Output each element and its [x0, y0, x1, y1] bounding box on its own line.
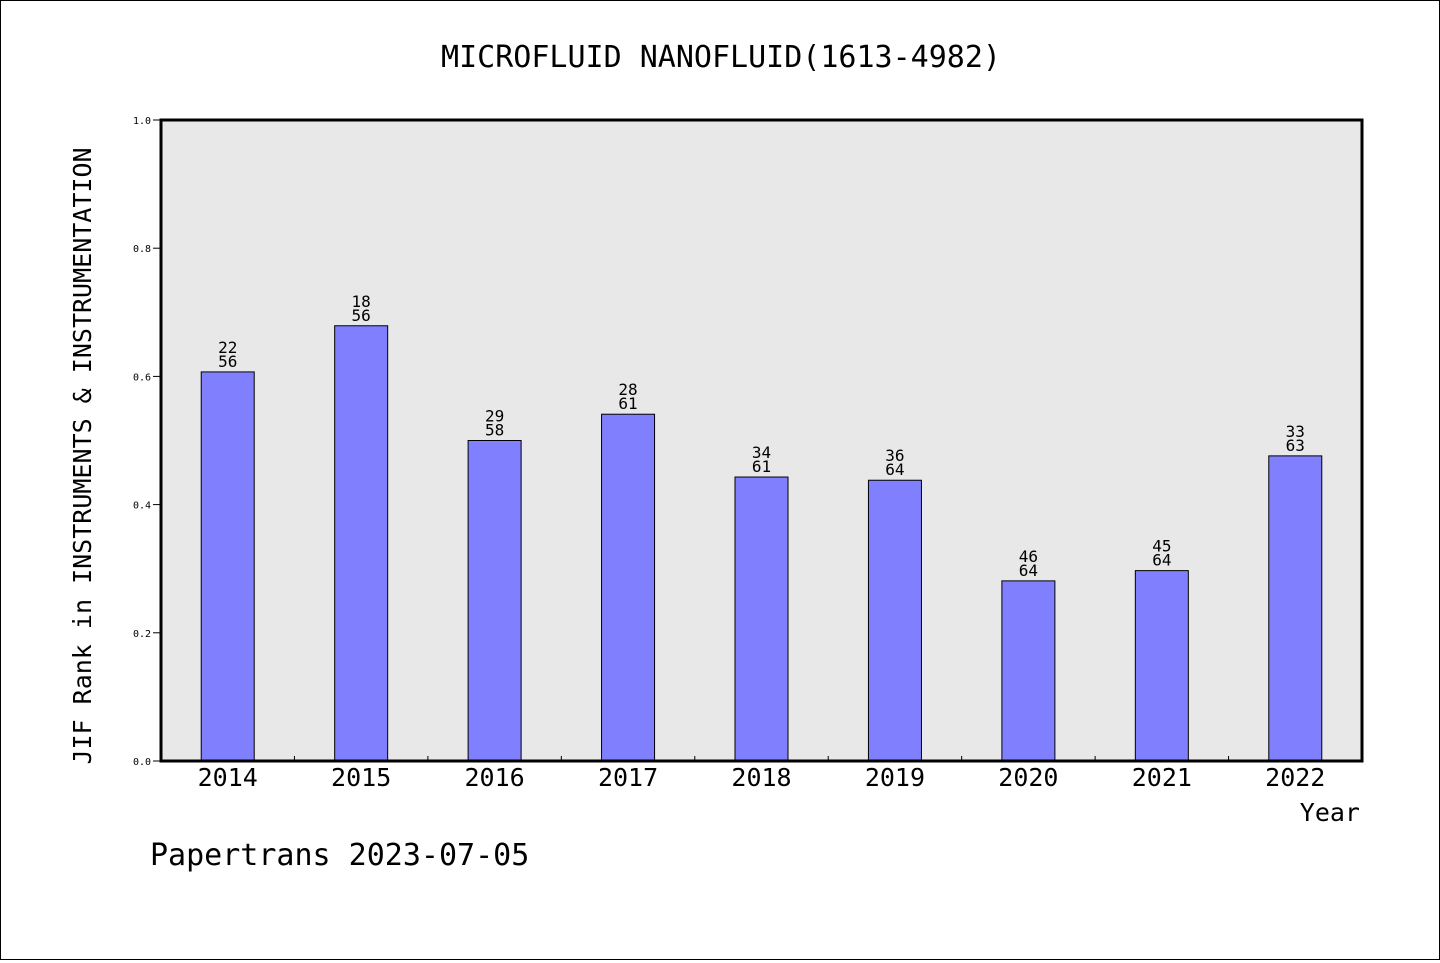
x-tick-label: 2015 — [331, 763, 391, 792]
x-tick-label: 2020 — [998, 763, 1058, 792]
x-tick-label: 2018 — [731, 763, 791, 792]
bar — [867, 479, 922, 762]
chart-title: MICROFLUID NANOFLUID(1613-4982) — [441, 40, 1001, 75]
x-tick-label: 2017 — [598, 763, 658, 792]
footer-text: Papertrans 2023-07-05 — [150, 838, 529, 873]
bar-total-label: 61 — [618, 394, 637, 413]
y-tick-label: 1.0 — [133, 116, 151, 127]
bar-rank-label: 33 — [1286, 422, 1305, 441]
bar — [1001, 580, 1056, 762]
y-tick-label: 0.8 — [133, 244, 151, 255]
x-axis-label: Year — [1300, 798, 1360, 827]
x-tick-label: 2014 — [198, 763, 258, 792]
bar — [734, 476, 789, 762]
bar — [200, 371, 255, 762]
bar-rank-label: 45 — [1152, 537, 1171, 556]
bar-total-label: 61 — [752, 457, 771, 476]
bar — [467, 440, 522, 762]
x-tick-label: 2022 — [1265, 763, 1325, 792]
bar-rank-label: 28 — [618, 380, 637, 399]
bar — [334, 325, 389, 762]
bar-rank-label: 22 — [218, 338, 237, 357]
bar-rank-label: 18 — [352, 292, 371, 311]
bar-total-label: 63 — [1286, 436, 1305, 455]
x-tick-label: 2019 — [865, 763, 925, 792]
y-tick-label: 0.2 — [133, 629, 151, 640]
bar-total-label: 64 — [1019, 561, 1038, 580]
bar — [1134, 570, 1189, 762]
y-tick-label: 0.4 — [133, 501, 151, 512]
bar-rank-label: 29 — [485, 407, 504, 426]
y-axis-label: JIF Rank in INSTRUMENTS & INSTRUMENTATIO… — [68, 147, 97, 764]
y-tick-label: 0.0 — [133, 757, 151, 768]
bar — [601, 413, 656, 762]
x-tick-label: 2016 — [465, 763, 525, 792]
bar-total-label: 64 — [885, 460, 904, 479]
bar-rank-label: 36 — [885, 446, 904, 465]
x-tick-label: 2021 — [1132, 763, 1192, 792]
bar-total-label: 58 — [485, 421, 504, 440]
bar-total-label: 64 — [1152, 551, 1171, 570]
bar-total-label: 56 — [218, 352, 237, 371]
bar-rank-label: 46 — [1019, 547, 1038, 566]
y-tick-label: 0.6 — [133, 372, 151, 383]
bar-total-label: 56 — [352, 306, 371, 325]
bar — [1268, 455, 1323, 762]
plot-border — [159, 118, 1364, 763]
bar-rank-label: 34 — [752, 443, 771, 462]
